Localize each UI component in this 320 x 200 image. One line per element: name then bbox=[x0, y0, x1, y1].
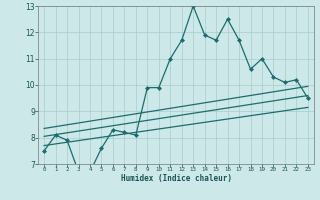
X-axis label: Humidex (Indice chaleur): Humidex (Indice chaleur) bbox=[121, 174, 231, 183]
